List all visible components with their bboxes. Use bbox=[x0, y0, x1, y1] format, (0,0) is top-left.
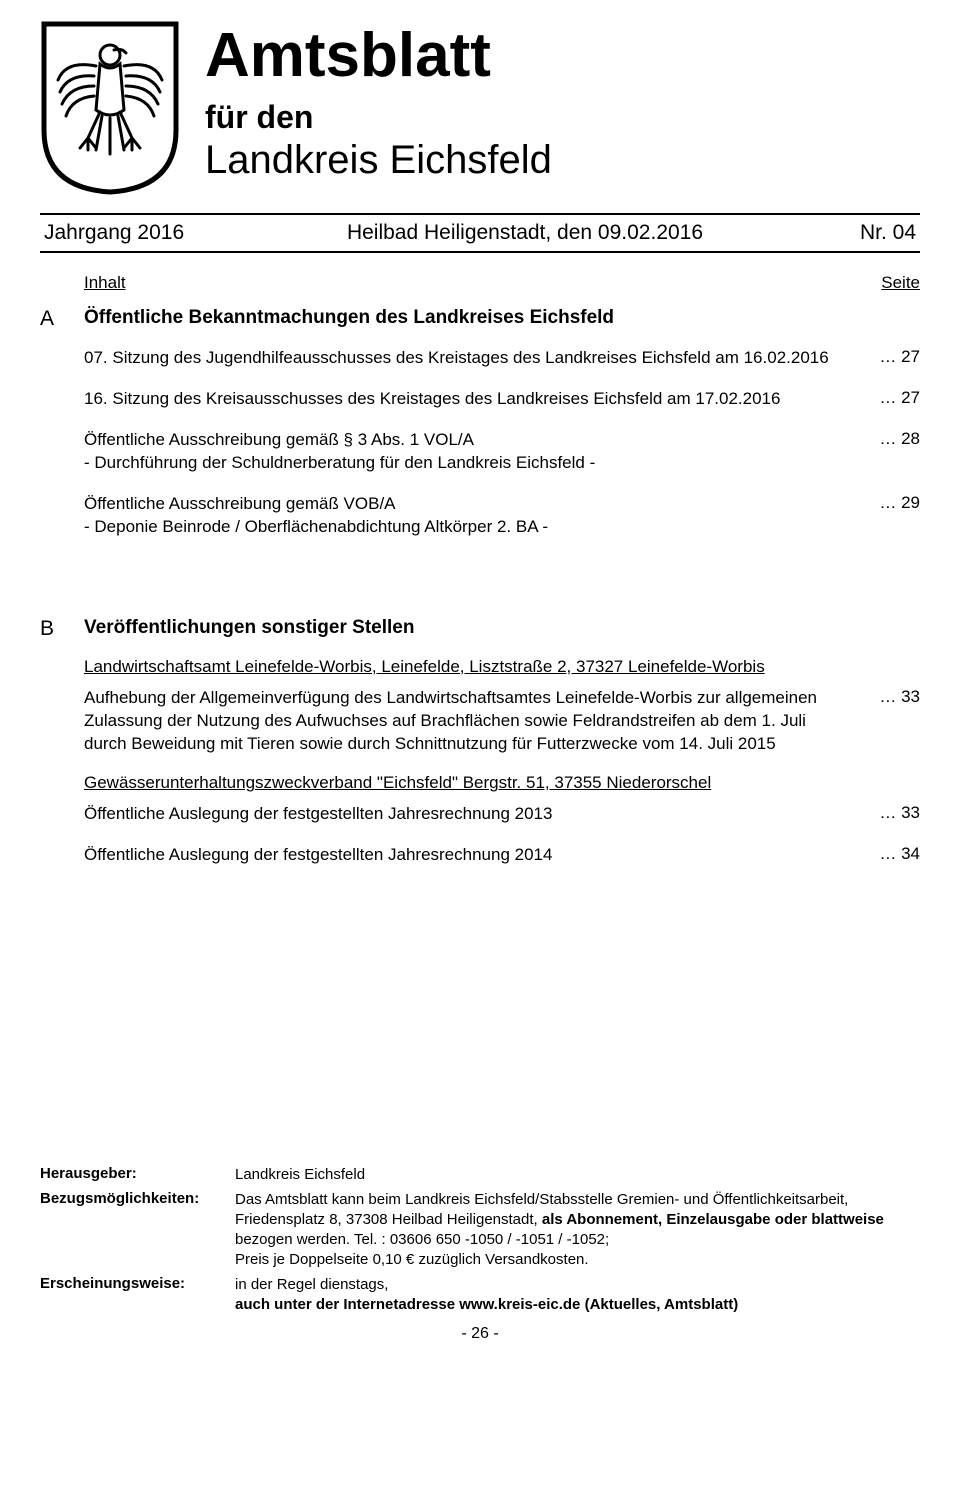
footer-label: Erscheinungsweise: bbox=[40, 1275, 235, 1316]
toc-text: Öffentliche Ausschreibung gemäß § 3 Abs.… bbox=[84, 429, 860, 475]
toc-page: … 28 bbox=[860, 429, 920, 475]
toc-text: Öffentliche Ausschreibung gemäß VOB/A - … bbox=[84, 493, 860, 539]
toc-row: 07. Sitzung des Jugendhilfeausschusses d… bbox=[84, 347, 920, 370]
place-date: Heilbad Heiligenstadt, den 09.02.2016 bbox=[234, 221, 816, 245]
subheading: Landwirtschaftsamt Leinefelde-Worbis, Le… bbox=[84, 657, 920, 677]
page-number: - 26 - bbox=[40, 1325, 920, 1343]
toc-row: Öffentliche Ausschreibung gemäß § 3 Abs.… bbox=[84, 429, 920, 475]
section-a: A Öffentliche Bekanntmachungen des Landk… bbox=[40, 307, 920, 557]
section-letter-b: B bbox=[40, 617, 84, 886]
toc-page: … 33 bbox=[860, 803, 920, 826]
toc-text: Öffentliche Auslegung der festgestellten… bbox=[84, 844, 860, 867]
toc-row: Öffentliche Auslegung der festgestellten… bbox=[84, 803, 920, 826]
section-letter-a: A bbox=[40, 307, 84, 557]
issue-number: Nr. 04 bbox=[816, 221, 916, 245]
subtitle-line2: Landkreis Eichsfeld bbox=[205, 138, 920, 183]
toc-page: … 27 bbox=[860, 347, 920, 370]
toc-text: Aufhebung der Allgemeinverfügung des Lan… bbox=[84, 687, 860, 756]
toc-text: 16. Sitzung des Kreisausschusses des Kre… bbox=[84, 388, 860, 411]
toc-heading-right: Seite bbox=[881, 273, 920, 293]
subheading: Gewässerunterhaltungszweckverband "Eichs… bbox=[84, 773, 920, 793]
footer-row: Herausgeber:Landkreis Eichsfeld bbox=[40, 1165, 920, 1185]
coat-of-arms-icon bbox=[40, 20, 180, 195]
toc-heading-left: Inhalt bbox=[84, 273, 126, 293]
toc-row: 16. Sitzung des Kreisausschusses des Kre… bbox=[84, 388, 920, 411]
subtitle-line1: für den bbox=[205, 99, 920, 136]
footer-row: Bezugsmöglichkeiten:Das Amtsblatt kann b… bbox=[40, 1190, 920, 1271]
toc-row: Öffentliche Auslegung der festgestellten… bbox=[84, 844, 920, 867]
toc-page: … 29 bbox=[860, 493, 920, 539]
footer-value: in der Regel dienstags, auch unter der I… bbox=[235, 1275, 920, 1316]
toc-text: Öffentliche Auslegung der festgestellten… bbox=[84, 803, 860, 826]
toc-page: … 27 bbox=[860, 388, 920, 411]
toc-row: Aufhebung der Allgemeinverfügung des Lan… bbox=[84, 687, 920, 756]
jahrgang: Jahrgang 2016 bbox=[44, 221, 234, 245]
footer-value: Das Amtsblatt kann beim Landkreis Eichsf… bbox=[235, 1190, 920, 1271]
section-b-title: Veröffentlichungen sonstiger Stellen bbox=[84, 617, 920, 639]
main-title: Amtsblatt bbox=[205, 25, 920, 87]
footer-value: Landkreis Eichsfeld bbox=[235, 1165, 920, 1185]
footer-label: Herausgeber: bbox=[40, 1165, 235, 1185]
toc-page: … 33 bbox=[860, 687, 920, 756]
toc-page: … 34 bbox=[860, 844, 920, 867]
section-b: B Veröffentlichungen sonstiger Stellen L… bbox=[40, 617, 920, 886]
footer: Herausgeber:Landkreis EichsfeldBezugsmög… bbox=[40, 1165, 920, 1315]
toc-text: 07. Sitzung des Jugendhilfeausschusses d… bbox=[84, 347, 860, 370]
footer-label: Bezugsmöglichkeiten: bbox=[40, 1190, 235, 1271]
footer-row: Erscheinungsweise:in der Regel dienstags… bbox=[40, 1275, 920, 1316]
toc-row: Öffentliche Ausschreibung gemäß VOB/A - … bbox=[84, 493, 920, 539]
section-a-title: Öffentliche Bekanntmachungen des Landkre… bbox=[84, 307, 920, 329]
meta-bar: Jahrgang 2016 Heilbad Heiligenstadt, den… bbox=[40, 213, 920, 253]
